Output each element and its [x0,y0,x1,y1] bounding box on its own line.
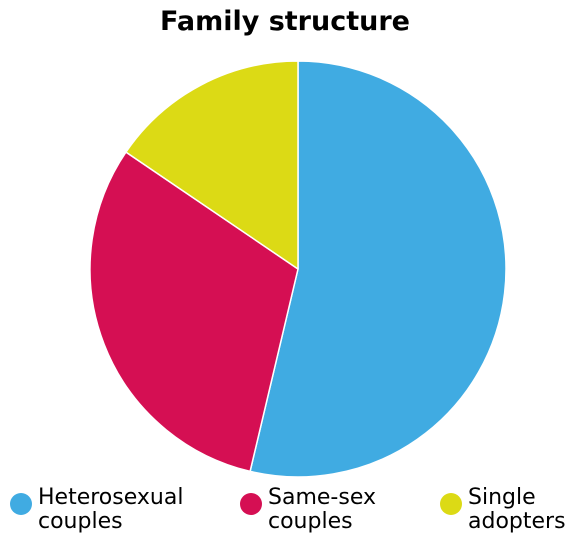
legend-label: Same-sex couples [268,485,376,534]
legend-item-single-adopters: Single adopters [440,486,570,534]
legend-swatch [240,493,262,515]
pie-chart [89,60,507,478]
legend-swatch [10,493,32,515]
chart-title: Family structure [159,6,410,37]
pie-slice-heterosexual-couples [249,60,507,478]
legend-label: Single adopters [468,485,566,534]
legend: Heterosexual couples Same-sex couples Si… [0,486,570,546]
pie-slice-single-adopters [125,60,299,270]
legend-item-heterosexual-couples: Heterosexual couples [10,486,198,534]
legend-label: Heterosexual couples [38,485,184,534]
pie-slice-same-sex-couples [89,151,299,473]
legend-item-same-sex-couples: Same-sex couples [240,486,398,534]
legend-swatch [440,493,462,515]
